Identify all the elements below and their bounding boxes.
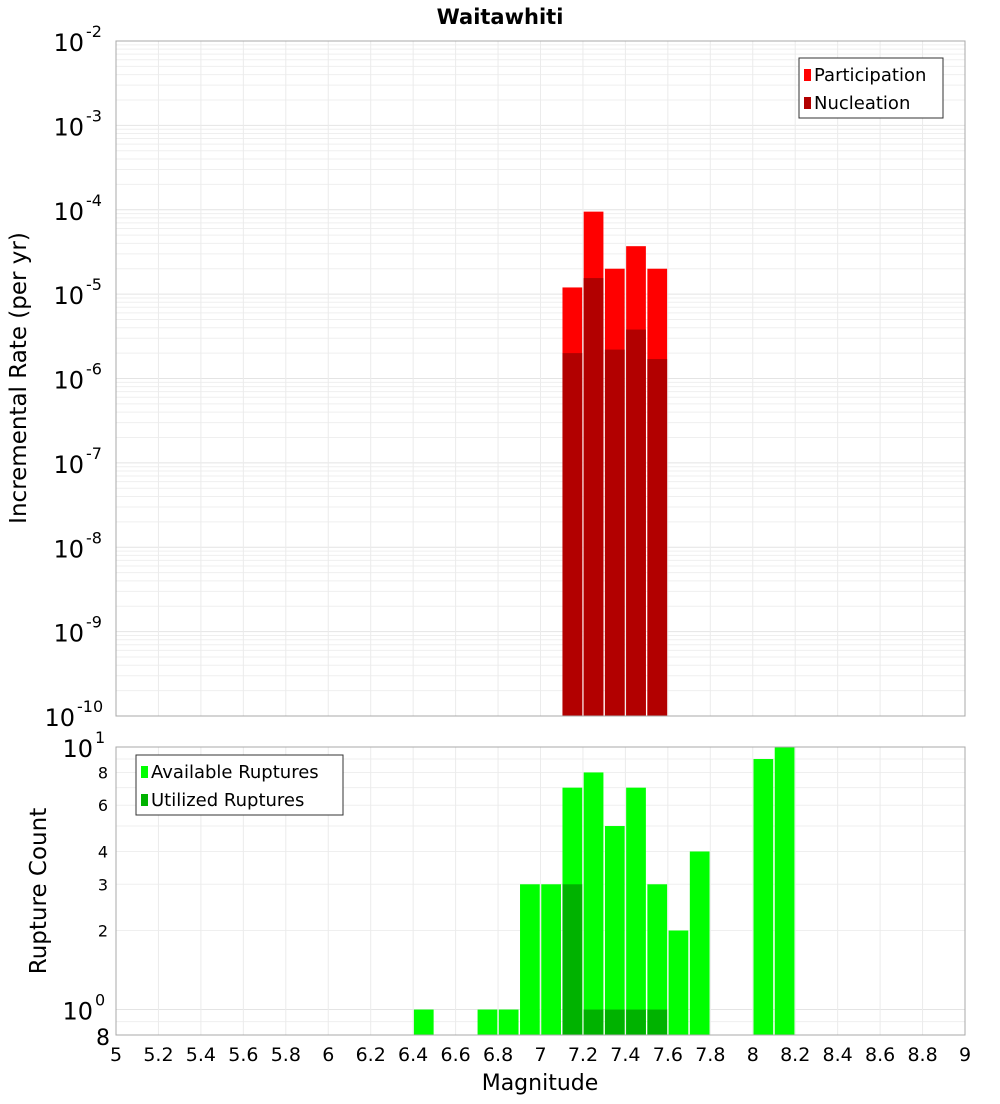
count-bar-available-ruptures [668, 930, 689, 1035]
count-bar-available-ruptures [689, 851, 710, 1035]
rate-legend-swatch [804, 69, 811, 81]
chart-title: Waitawhiti [437, 5, 564, 29]
rate-y-tick-exponent: -8 [86, 528, 102, 547]
count-bar-available-ruptures [604, 826, 625, 1035]
count-bar-available-ruptures [477, 1009, 498, 1035]
count-bar-available-ruptures [774, 747, 795, 1035]
x-tick-label: 6.6 [440, 1044, 470, 1066]
rate-y-tick-label: 10 [53, 451, 84, 479]
count-bar-available-ruptures [541, 884, 561, 1035]
rate-y-tick-label: 10 [53, 282, 84, 310]
rate-bar-nucleation [647, 359, 668, 716]
rate-legend-label: Participation [814, 65, 926, 86]
x-axis-label: Magnitude [482, 1071, 599, 1096]
rate-bar-nucleation [583, 278, 604, 716]
x-tick-label: 8.6 [865, 1044, 895, 1066]
x-tick-label: 5.4 [186, 1044, 216, 1066]
count-y-tick-label: 8 [98, 763, 108, 782]
count-y-tick-exponent: 1 [95, 728, 105, 747]
count-bar-available-ruptures [413, 1009, 434, 1035]
rate-y-tick-exponent: -7 [86, 444, 102, 463]
x-tick-label: 8.2 [780, 1044, 810, 1066]
rate-y-tick-label: 10 [44, 704, 75, 732]
count-bar-utilized-ruptures [562, 884, 583, 1035]
count-y-axis-label: Rupture Count [26, 808, 52, 974]
rate-y-tick-exponent: -2 [86, 22, 102, 41]
x-tick-label: 5.2 [143, 1044, 173, 1066]
rate-y-tick-exponent: -6 [86, 360, 102, 379]
rate-y-tick-exponent: -9 [86, 613, 102, 632]
rate-bar-nucleation [562, 353, 583, 716]
count-bar-available-ruptures [583, 772, 604, 1035]
rate-y-tick-label: 10 [53, 113, 84, 141]
x-tick-label: 7.2 [568, 1044, 598, 1066]
x-tick-label: 8.4 [823, 1044, 853, 1066]
count-bar-available-ruptures [520, 884, 540, 1035]
count-bar-available-ruptures [498, 1009, 519, 1035]
x-tick-label: 9 [959, 1044, 971, 1066]
rate-y-tick-label: 10 [53, 29, 84, 57]
count-y-tick-label: 6 [98, 796, 108, 815]
count-legend-swatch [141, 794, 148, 806]
count-legend-swatch [141, 766, 148, 778]
x-tick-label: 7.8 [695, 1044, 725, 1066]
rate-y-tick-label: 10 [53, 367, 84, 395]
x-tick-label: 5.8 [271, 1044, 301, 1066]
rate-plot-frame [115, 40, 966, 717]
count-bar-available-ruptures [626, 787, 646, 1035]
rate-y-axis-label: Incremental Rate (per yr) [6, 232, 32, 524]
rate-y-tick-label: 10 [53, 198, 84, 226]
count-bar-utilized-ruptures [626, 1009, 646, 1035]
count-bar-available-ruptures [647, 884, 668, 1035]
count-bar-available-ruptures [753, 759, 774, 1035]
count-plot-frame [115, 746, 966, 1036]
count-y-tick-label: 2 [98, 922, 108, 941]
count-bar-utilized-ruptures [583, 1009, 604, 1035]
count-legend-label: Utilized Ruptures [151, 790, 304, 811]
count-y-tick-label: 4 [98, 842, 108, 861]
rate-legend-swatch [804, 97, 811, 109]
rate-legend-label: Nucleation [814, 93, 910, 114]
x-tick-label: 6.8 [483, 1044, 513, 1066]
x-tick-label: 5.6 [228, 1044, 258, 1066]
x-tick-label: 7.4 [610, 1044, 640, 1066]
count-legend-label: Available Ruptures [151, 762, 319, 783]
x-tick-label: 6 [322, 1044, 334, 1066]
x-tick-label: 8.8 [907, 1044, 937, 1066]
count-y-tick-exponent: 0 [95, 991, 105, 1010]
count-y-tick-label: 3 [98, 875, 108, 894]
rate-legend [798, 57, 944, 119]
count-bar-utilized-ruptures [604, 1009, 625, 1035]
rate-y-tick-exponent: -4 [86, 191, 102, 210]
count-bar-utilized-ruptures [647, 1009, 668, 1035]
rate-bar-nucleation [626, 329, 646, 716]
x-tick-label: 5 [110, 1044, 122, 1066]
rate-y-tick-exponent: -3 [86, 106, 102, 125]
rate-y-tick-label: 10 [53, 620, 84, 648]
count-y-tick-label: 8 [96, 1026, 110, 1051]
x-tick-label: 6.4 [398, 1044, 428, 1066]
rate-y-tick-exponent: -10 [77, 697, 103, 716]
count-y-tick-label: 10 [62, 998, 93, 1026]
rate-bar-nucleation [604, 349, 625, 716]
x-tick-label: 7 [534, 1044, 546, 1066]
x-tick-label: 8 [747, 1044, 759, 1066]
x-tick-label: 6.2 [356, 1044, 386, 1066]
count-legend [135, 754, 344, 816]
count-y-tick-label: 10 [62, 735, 93, 763]
x-tick-label: 7.6 [653, 1044, 683, 1066]
rate-y-tick-label: 10 [53, 535, 84, 563]
rate-y-tick-exponent: -5 [86, 275, 102, 294]
